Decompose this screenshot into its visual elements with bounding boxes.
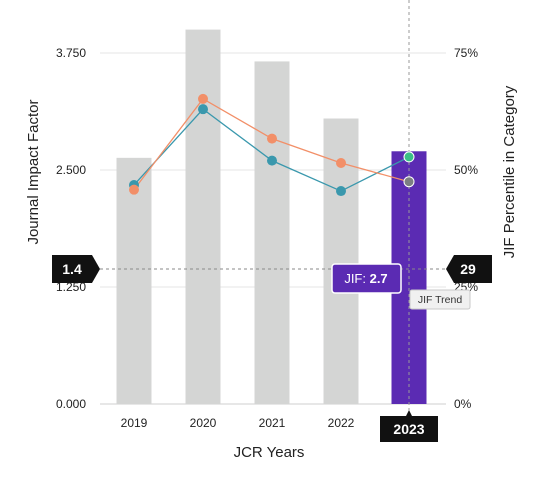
jif-tooltip-prefix: JIF:: [344, 271, 369, 286]
trend-point: [198, 104, 208, 115]
trend-point: [129, 184, 139, 195]
y-tick-label: 1.250: [56, 280, 86, 294]
x-tick-label: 2019: [121, 416, 148, 430]
y2-tick-label: 50%: [454, 163, 478, 177]
trend-point: [198, 93, 208, 104]
trend-point: [267, 155, 277, 166]
trend-point: [336, 157, 346, 168]
bar: [254, 61, 290, 404]
bar: [116, 157, 152, 404]
jif-trend-tooltip-text: JIF Trend: [418, 294, 463, 306]
y2-axis-title: JIF Percentile in Category: [501, 85, 518, 258]
year-badge-label: 2023: [393, 421, 424, 437]
y-tick-label: 2.500: [56, 163, 86, 177]
jif-tooltip-text: JIF: 2.7: [344, 271, 387, 286]
x-tick-label: 2021: [259, 416, 286, 430]
y-tick-label: 3.750: [56, 46, 86, 60]
trend-point: [267, 133, 277, 144]
x-tick-label: 2022: [328, 416, 355, 430]
x-axis-title: JCR Years: [234, 444, 305, 461]
highlight-overlay: 1.4 29 2023 JIF: 2.7 JIF Trend: [52, 255, 492, 442]
right-value-label: 29: [460, 261, 476, 277]
y2-tick-label: 75%: [454, 46, 478, 60]
trend-point: [403, 176, 415, 188]
y2-tick-label: 0%: [454, 397, 472, 411]
x-tick-label: 2020: [190, 416, 217, 430]
jif-trend-tooltip-box: [409, 289, 471, 310]
bars: [116, 29, 427, 405]
year-badge: [380, 410, 438, 442]
trend-point: [403, 151, 415, 163]
jif-tooltip-box: [331, 263, 402, 294]
left-value-label: 1.4: [62, 261, 82, 277]
right-value-badge: [446, 255, 492, 283]
jif-tooltip-value: 2.7: [370, 271, 388, 286]
trend-lines: [129, 93, 415, 197]
trend-point: [336, 186, 346, 197]
bar: [185, 29, 221, 404]
y-axis-title: Journal Impact Factor: [25, 99, 42, 244]
y-tick-label: 0.000: [56, 397, 86, 411]
left-value-badge: [52, 255, 100, 283]
